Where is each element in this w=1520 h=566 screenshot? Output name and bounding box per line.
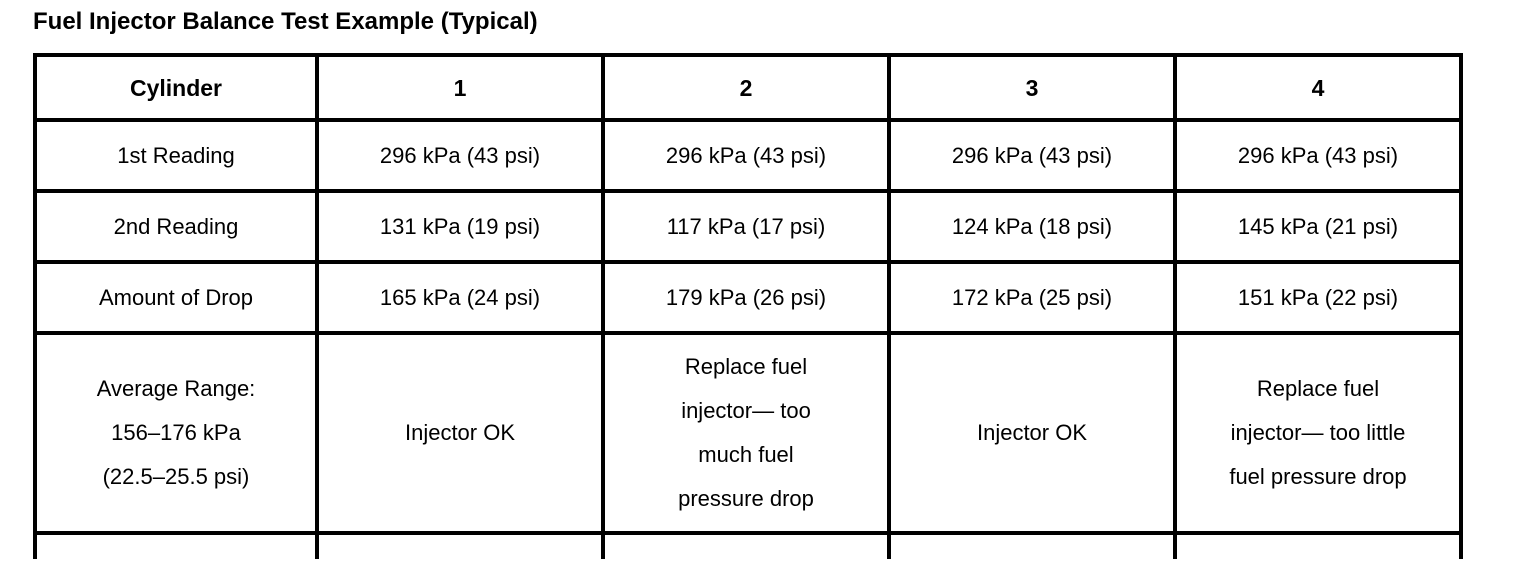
table-cell: Replace fuel injector— too little fuel p… [1173, 331, 1463, 535]
row-label: Average Range: 156–176 kPa (22.5–25.5 ps… [33, 331, 319, 535]
table-row-1st-reading: 1st Reading 296 kPa (43 psi) 296 kPa (43… [33, 118, 1463, 193]
table-header-row: Cylinder 1 2 3 4 [33, 53, 1463, 122]
row-label: Amount of Drop [33, 260, 319, 335]
table-cell-cutoff [33, 531, 319, 559]
table-cell: 117 kPa (17 psi) [601, 189, 891, 264]
table-cell: 296 kPa (43 psi) [315, 118, 605, 193]
fuel-injector-balance-table: Cylinder 1 2 3 4 1st Reading 296 kPa (43… [33, 53, 1463, 559]
table-cell-cutoff [1173, 531, 1463, 559]
table-cell-cutoff [887, 531, 1177, 559]
column-header-cylinder: Cylinder [33, 53, 319, 122]
table-row-2nd-reading: 2nd Reading 131 kPa (19 psi) 117 kPa (17… [33, 189, 1463, 264]
row-label: 2nd Reading [33, 189, 319, 264]
table-cell: 296 kPa (43 psi) [887, 118, 1177, 193]
table-cell: 165 kPa (24 psi) [315, 260, 605, 335]
table-cell: 124 kPa (18 psi) [887, 189, 1177, 264]
table-cell: 145 kPa (21 psi) [1173, 189, 1463, 264]
table-cell-cutoff [601, 531, 891, 559]
table-cell: 296 kPa (43 psi) [601, 118, 891, 193]
table-cell: 131 kPa (19 psi) [315, 189, 605, 264]
table-cell: 151 kPa (22 psi) [1173, 260, 1463, 335]
table-row-cutoff [33, 531, 1463, 559]
table-cell: 296 kPa (43 psi) [1173, 118, 1463, 193]
column-header-4: 4 [1173, 53, 1463, 122]
table-cell: Replace fuel injector— too much fuel pre… [601, 331, 891, 535]
table-row-average-range: Average Range: 156–176 kPa (22.5–25.5 ps… [33, 331, 1463, 535]
column-header-2: 2 [601, 53, 891, 122]
table-cell: 179 kPa (26 psi) [601, 260, 891, 335]
table-cell: Injector OK [315, 331, 605, 535]
table-cell: Injector OK [887, 331, 1177, 535]
column-header-1: 1 [315, 53, 605, 122]
row-label: 1st Reading [33, 118, 319, 193]
table-row-amount-of-drop: Amount of Drop 165 kPa (24 psi) 179 kPa … [33, 260, 1463, 335]
table-cell-cutoff [315, 531, 605, 559]
page-title: Fuel Injector Balance Test Example (Typi… [33, 8, 538, 35]
column-header-3: 3 [887, 53, 1177, 122]
table-cell: 172 kPa (25 psi) [887, 260, 1177, 335]
